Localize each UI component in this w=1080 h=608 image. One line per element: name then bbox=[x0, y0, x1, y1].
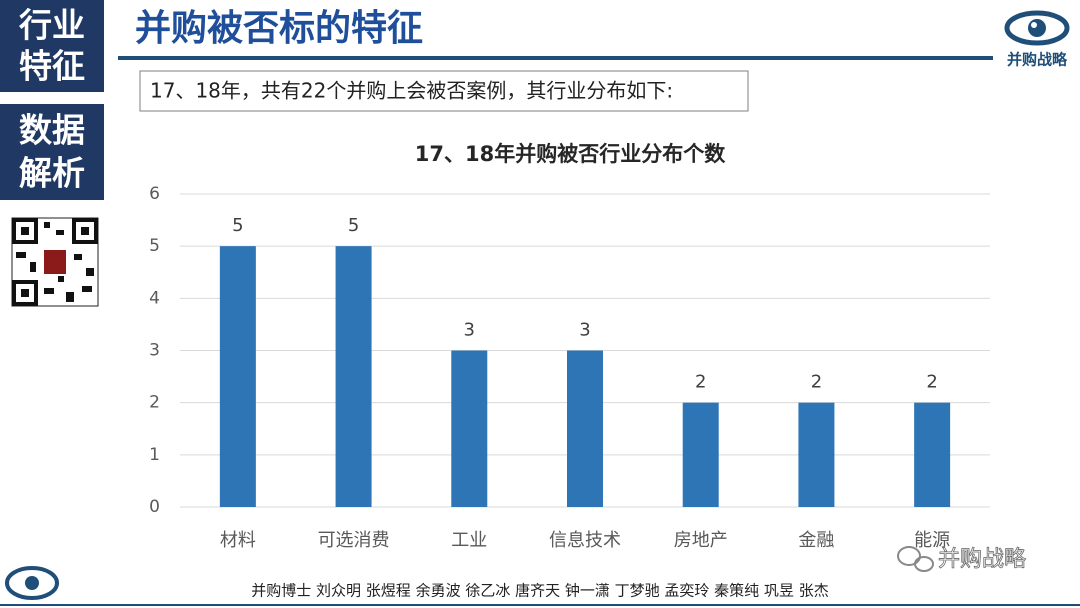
sidebar-text: 行业 bbox=[18, 6, 85, 45]
wechat-icon bbox=[897, 546, 934, 572]
y-tick-label: 5 bbox=[149, 236, 160, 256]
slide-title: 并购被否标的特征 bbox=[135, 8, 423, 49]
x-tick-label: 可选消费 bbox=[318, 530, 390, 551]
footer-rule bbox=[0, 604, 1080, 606]
x-tick-label: 工业 bbox=[451, 530, 487, 551]
sidebar-text: 特征 bbox=[19, 47, 85, 86]
sidebar-text: 解析 bbox=[19, 154, 85, 193]
bar bbox=[798, 402, 835, 507]
y-tick-label: 4 bbox=[149, 288, 160, 308]
chart-title: 17、18年并购被否行业分布个数 bbox=[415, 142, 726, 166]
x-tick-label: 房地产 bbox=[674, 530, 728, 551]
footer-authors: 并购博士 刘众明 张煜程 余勇波 徐乙冰 唐齐天 钟一潇 丁梦驰 孟奕玲 秦策纯… bbox=[251, 582, 828, 600]
bar bbox=[914, 402, 951, 507]
watermark: 并购战略 bbox=[938, 547, 1026, 572]
data-label: 5 bbox=[348, 215, 359, 236]
y-tick-label: 0 bbox=[149, 497, 160, 517]
bar bbox=[682, 402, 719, 507]
x-tick-label: 信息技术 bbox=[549, 530, 621, 551]
data-label: 2 bbox=[695, 372, 706, 393]
footer-logo bbox=[5, 566, 59, 600]
y-tick-label: 3 bbox=[149, 341, 160, 361]
bar bbox=[567, 350, 603, 507]
x-tick-label: 能源 bbox=[914, 530, 950, 551]
sidebar-block bbox=[0, 104, 104, 200]
data-label: 5 bbox=[232, 215, 243, 236]
y-tick-label: 1 bbox=[149, 445, 160, 465]
logo-text: 并购战略 bbox=[1007, 51, 1068, 69]
x-tick-label: 材料 bbox=[220, 530, 256, 551]
logo bbox=[1004, 10, 1070, 46]
data-label: 2 bbox=[811, 372, 822, 393]
data-label: 3 bbox=[464, 320, 475, 341]
bar bbox=[451, 350, 488, 507]
y-tick-label: 6 bbox=[149, 184, 160, 204]
bar bbox=[335, 246, 372, 507]
data-label: 3 bbox=[579, 320, 590, 341]
sidebar-text: 数据 bbox=[19, 111, 85, 150]
bar bbox=[219, 246, 256, 507]
qr-code bbox=[11, 217, 99, 307]
y-tick-label: 2 bbox=[149, 393, 160, 413]
sidebar-block bbox=[0, 0, 104, 92]
intro-box bbox=[139, 70, 749, 112]
title-rule bbox=[118, 56, 993, 60]
x-tick-label: 金融 bbox=[798, 530, 834, 551]
data-label: 2 bbox=[926, 372, 937, 393]
intro-text: 17、18年，共有22个并购上会被否案例，其行业分布如下: bbox=[150, 79, 673, 103]
